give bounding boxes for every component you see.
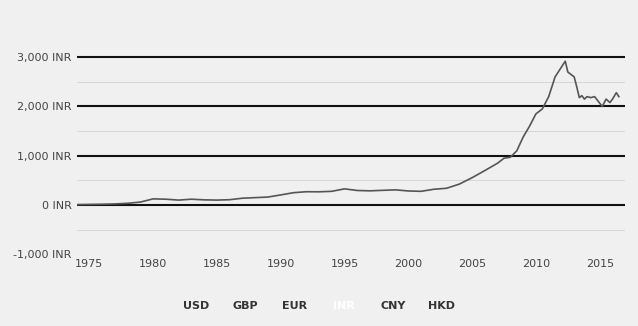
Text: INR: INR — [332, 302, 355, 311]
Text: HKD: HKD — [428, 302, 456, 311]
Text: CNY: CNY — [380, 302, 405, 311]
Text: USD: USD — [183, 302, 209, 311]
Text: EUR: EUR — [282, 302, 307, 311]
Text: GBP: GBP — [232, 302, 258, 311]
